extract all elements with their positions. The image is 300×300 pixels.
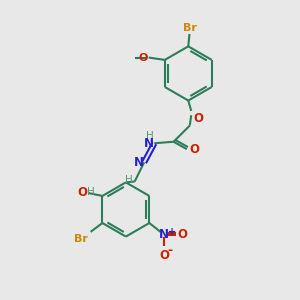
Text: N: N (159, 228, 169, 241)
Text: O: O (159, 249, 169, 262)
Text: N: N (144, 137, 154, 150)
Text: H: H (87, 188, 95, 197)
Text: -: - (167, 244, 172, 256)
Text: O: O (189, 142, 199, 156)
Text: +: + (168, 227, 176, 237)
Text: N: N (134, 156, 143, 169)
Text: O: O (138, 52, 148, 62)
Text: H: H (146, 131, 154, 141)
Text: Br: Br (182, 23, 197, 33)
Text: Br: Br (74, 234, 88, 244)
Text: O: O (77, 186, 87, 199)
Text: H: H (124, 175, 132, 185)
Text: O: O (194, 112, 204, 125)
Text: O: O (178, 228, 188, 241)
